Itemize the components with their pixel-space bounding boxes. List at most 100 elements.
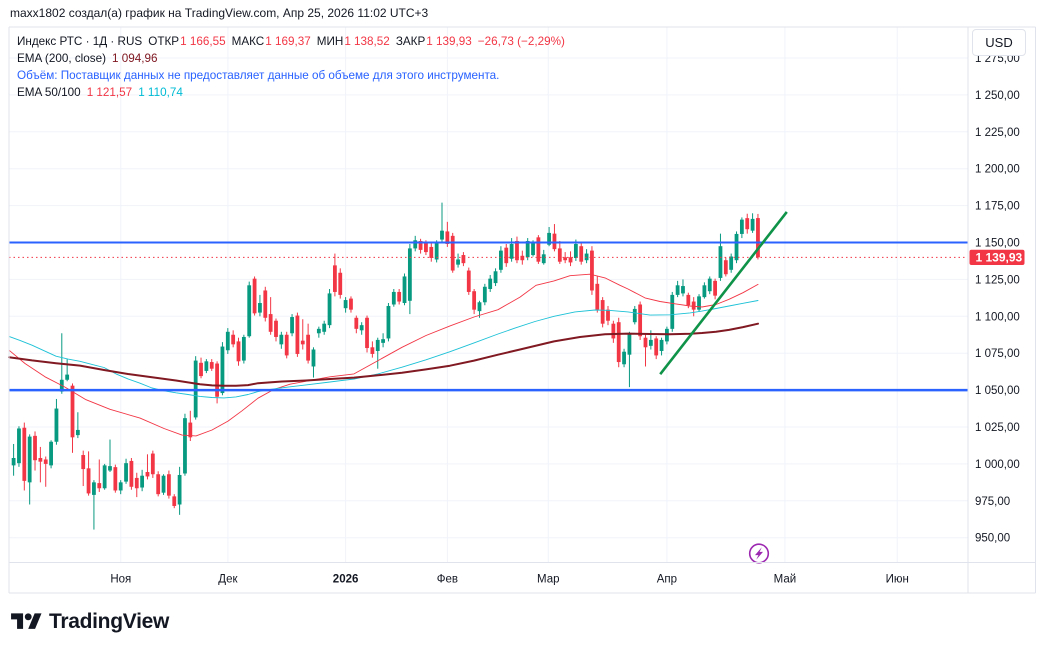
candle-body	[300, 340, 305, 345]
candle-body	[616, 322, 621, 363]
candle-body	[691, 301, 696, 310]
ema50-value: 1 121,57	[86, 86, 133, 99]
candle-body	[17, 428, 21, 464]
candle-body	[290, 317, 294, 334]
ema-line-ema100[interactable]	[8, 300, 759, 399]
candle-body	[316, 328, 321, 334]
candle-body	[70, 385, 75, 438]
candle-body	[129, 460, 134, 487]
candle-body	[333, 265, 337, 292]
candle-body	[75, 429, 80, 436]
candle-body	[252, 278, 257, 314]
candle-body	[386, 305, 391, 339]
candle-body	[552, 233, 557, 250]
price-tick-label: 975,00	[975, 496, 1010, 508]
candle-body	[627, 334, 632, 355]
candle-body	[659, 339, 664, 351]
candle-body	[199, 362, 203, 377]
candle-body	[461, 255, 466, 264]
candle-body	[27, 436, 32, 483]
candle-body	[745, 218, 750, 230]
high-label: МАКС	[231, 35, 265, 48]
candle-body	[723, 260, 728, 275]
price-tick-label: 1 150,00	[975, 238, 1020, 250]
time-tick-label-Июн: Июн	[886, 574, 909, 586]
candle-body	[349, 298, 353, 310]
candle-body	[520, 255, 525, 261]
candles-layer[interactable]	[11, 202, 760, 530]
candle-body	[729, 256, 734, 270]
candle-body	[354, 317, 359, 329]
price-tick-label: 1 250,00	[975, 90, 1020, 102]
candle-body	[108, 466, 112, 471]
candle-body	[611, 323, 616, 339]
candle-body	[482, 286, 487, 303]
candle-body	[413, 240, 418, 249]
open-label: ОТКР	[148, 35, 180, 48]
candle-body	[241, 336, 246, 361]
candle-body	[472, 291, 477, 310]
price-tick-label: 1 175,00	[975, 201, 1020, 213]
candle-body	[579, 246, 584, 262]
candle-body	[150, 453, 155, 475]
candle-body	[573, 243, 578, 258]
currency-button[interactable]: USD	[972, 29, 1026, 56]
candle-body	[418, 241, 423, 250]
candle-body	[274, 320, 278, 337]
price-tick-label: 950,00	[975, 533, 1010, 545]
candle-body	[584, 253, 589, 261]
legend-row-ema-fast[interactable]: EMA 50/100 1 121,57 1 110,74	[17, 84, 565, 101]
legend-row-ema200[interactable]: EMA (200, close) 1 094,96	[17, 50, 565, 67]
candle-body	[33, 435, 37, 461]
candle-body	[279, 334, 284, 345]
candle-body	[632, 308, 637, 323]
low-label: МИН	[316, 35, 344, 48]
attribution: maxx1802 создал(а) график на TradingView…	[10, 6, 429, 20]
candle-body	[113, 467, 118, 491]
candle-body	[166, 474, 171, 496]
ema-fast-label[interactable]: EMA 50/100	[17, 86, 81, 99]
candle-body	[134, 477, 139, 489]
candle-body	[156, 474, 161, 495]
ema200-label[interactable]: EMA (200, close)	[17, 52, 106, 65]
symbol-title[interactable]: Индекс РТС · 1Д · RUS	[17, 35, 143, 48]
candle-body	[258, 303, 262, 313]
candle-body	[231, 334, 236, 345]
candle-body	[493, 271, 498, 284]
change-value: −26,73 (−2,29%)	[477, 35, 565, 48]
candle-body	[675, 285, 680, 295]
candle-body	[263, 290, 268, 318]
candle-body	[397, 291, 402, 302]
trend-line[interactable]	[659, 211, 788, 375]
candle-body	[343, 300, 348, 309]
candle-body	[284, 334, 289, 356]
tradingview-logo[interactable]: TradingView	[11, 610, 169, 634]
legend-row-volume[interactable]: Объём: Поставщик данных не предоставляет…	[17, 69, 500, 82]
candle-body	[670, 294, 675, 329]
time-tick-label-Апр: Апр	[657, 574, 677, 586]
price-tick-label: 1 050,00	[975, 385, 1020, 397]
candle-body	[713, 280, 718, 296]
ema-line-ema50[interactable]	[8, 273, 759, 437]
candle-body	[531, 241, 535, 256]
candle-body	[499, 250, 503, 270]
candle-body	[702, 285, 707, 298]
price-tick-label: 1 200,00	[975, 164, 1020, 176]
ema-line-ema200[interactable]	[8, 322, 759, 387]
candle-body	[407, 248, 412, 301]
ema200-value: 1 094,96	[112, 52, 158, 65]
candle-body	[424, 242, 428, 253]
legend-row-symbol[interactable]: Индекс РТС · 1Д · RUS ОТКР1 166,55 МАКС1 1…	[17, 33, 565, 50]
candle-body	[365, 317, 369, 349]
candle-body	[595, 283, 600, 310]
candle-body	[606, 309, 610, 321]
candle-body	[557, 248, 562, 262]
lightning-icon	[755, 547, 763, 560]
candle-body	[172, 496, 177, 506]
candle-body	[338, 272, 343, 295]
candle-body	[477, 302, 482, 312]
candle-body	[295, 315, 300, 354]
candle-body	[375, 339, 380, 351]
